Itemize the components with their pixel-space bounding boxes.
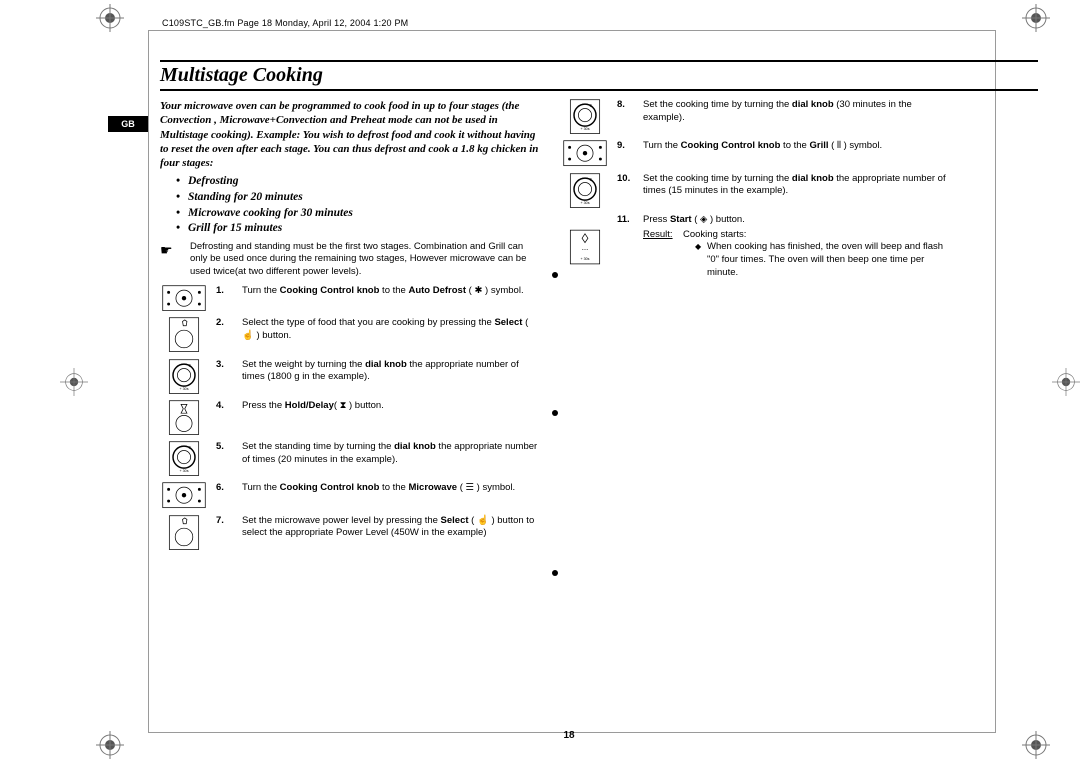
step-4: 4. Press the Hold/Delay( ⧗ ) button. (160, 400, 541, 435)
step-text: Press Start ( ◈ ) button. Result: Cookin… (643, 214, 950, 280)
step-number: 7. (216, 515, 234, 550)
step-9: 9. Turn the Cooking Control knob to the … (561, 140, 950, 166)
step-number: 2. (216, 317, 234, 352)
crop-mark (60, 368, 88, 396)
step-text: Set the weight by turning the dial knob … (242, 359, 541, 394)
step-text: Set the microwave power level by pressin… (242, 515, 541, 550)
step-11: + 30s ⋯ 11. Press Start ( ◈ ) button. Res… (561, 214, 950, 280)
step-10: + 30s 10. Set the cooking time by turnin… (561, 173, 950, 208)
control-panel-icon (160, 285, 208, 311)
crop-mark (1022, 4, 1050, 32)
bullet: Grill for 15 minutes (176, 221, 541, 237)
page-number: 18 (100, 730, 1038, 741)
svg-text:+ 30s: + 30s (179, 386, 188, 390)
result-detail: When cooking has finished, the oven will… (695, 241, 950, 279)
column-left: Your microwave oven can be programmed to… (160, 99, 555, 556)
step-7: 7. Set the microwave power level by pres… (160, 515, 541, 550)
step-5: + 30s 5. Set the standing time by turnin… (160, 441, 541, 476)
select-button-icon (160, 317, 208, 352)
svg-text:+ 30s: + 30s (580, 127, 589, 131)
step-2: 2. Select the type of food that you are … (160, 317, 541, 352)
page-title: Multistage Cooking (100, 62, 1038, 89)
result-label: Result: (643, 229, 683, 242)
step-text: Set the cooking time by turning the dial… (643, 99, 950, 134)
step-number: 5. (216, 441, 234, 476)
step-text: Set the standing time by turning the dia… (242, 441, 541, 476)
rule-bottom (160, 89, 1038, 91)
svg-text:+ 30s: + 30s (580, 200, 589, 204)
dial-knob-icon: + 30s (160, 359, 208, 394)
step-text: Set the cooking time by turning the dial… (643, 173, 950, 208)
crop-mark (1052, 368, 1080, 396)
page-content: Multistage Cooking GB Your microwave ove… (100, 60, 1038, 743)
dial-knob-icon: + 30s (160, 441, 208, 476)
step-text: Turn the Cooking Control knob to the Mic… (242, 482, 541, 508)
control-panel-icon (561, 140, 609, 166)
bullet: Microwave cooking for 30 minutes (176, 206, 541, 222)
step-1: 1. Turn the Cooking Control knob to the … (160, 285, 541, 311)
step-number: 10. (617, 173, 635, 208)
step-text: Select the type of food that you are coo… (242, 317, 541, 352)
svg-text:⋯: ⋯ (582, 246, 589, 253)
svg-text:+ 30s: + 30s (179, 469, 188, 473)
step-number: 6. (216, 482, 234, 508)
hold-delay-icon (160, 400, 208, 435)
step-6: 6. Turn the Cooking Control knob to the … (160, 482, 541, 508)
pointing-hand-icon: ☛ (160, 241, 190, 279)
header-meta: C109STC_GB.fm Page 18 Monday, April 12, … (162, 18, 408, 28)
step-number: 11. (617, 214, 635, 280)
dial-knob-icon: + 30s (561, 99, 609, 134)
step-3: + 30s 3. Set the weight by turning the d… (160, 359, 541, 394)
svg-text:+ 30s: + 30s (580, 257, 589, 261)
step-text: Press the Hold/Delay( ⧗ ) button. (242, 400, 541, 435)
step-8: + 30s 8. Set the cooking time by turning… (561, 99, 950, 134)
intro-text: Your microwave oven can be programmed to… (160, 99, 541, 170)
bullet: Defrosting (176, 174, 541, 190)
note: ☛ Defrosting and standing must be the fi… (160, 241, 541, 279)
bullet: Standing for 20 minutes (176, 190, 541, 206)
step-number: 3. (216, 359, 234, 394)
step-text-line: Press Start ( ◈ ) button. (643, 214, 745, 225)
stage-bullets: Defrosting Standing for 20 minutes Micro… (176, 174, 541, 236)
start-button-icon: + 30s ⋯ (561, 214, 609, 280)
step-number: 8. (617, 99, 635, 134)
control-panel-icon (160, 482, 208, 508)
note-text: Defrosting and standing must be the firs… (190, 241, 541, 279)
language-tab: GB (108, 116, 148, 132)
step-number: 9. (617, 140, 635, 166)
step-text: Turn the Cooking Control knob to the Aut… (242, 285, 541, 311)
column-right: + 30s 8. Set the cooking time by turning… (555, 99, 950, 556)
step-text: Turn the Cooking Control knob to the Gri… (643, 140, 950, 166)
crop-mark (96, 4, 124, 32)
dial-knob-icon: + 30s (561, 173, 609, 208)
select-button-icon (160, 515, 208, 550)
step-number: 4. (216, 400, 234, 435)
result-text: Cooking starts: (683, 229, 746, 242)
step-number: 1. (216, 285, 234, 311)
